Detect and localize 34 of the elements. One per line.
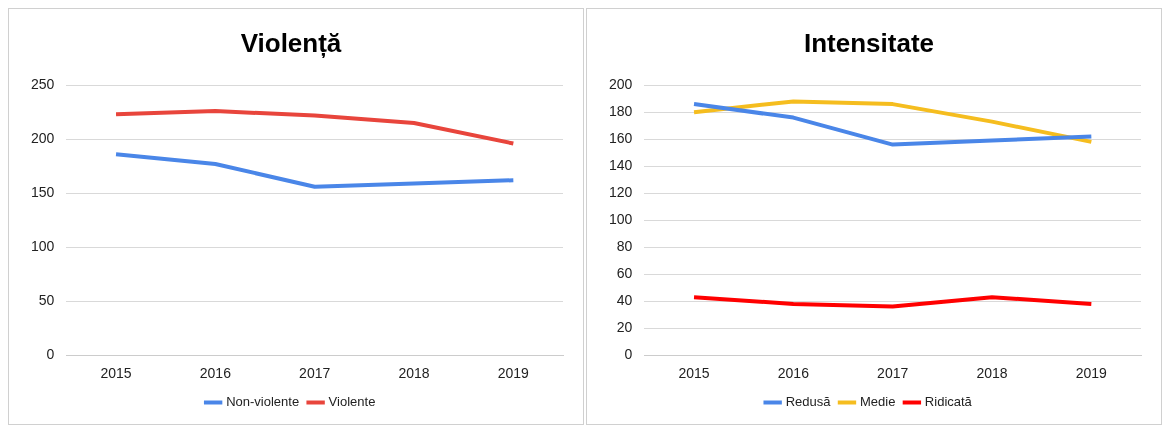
y-tick-label: 40 — [616, 292, 633, 309]
legend-label: Medie — [859, 394, 896, 410]
x-tick-label: 2019 — [497, 365, 530, 382]
chart-title: Intensitate — [803, 27, 935, 58]
y-tick-label: 0 — [624, 346, 633, 363]
x-tick-label: 2017 — [877, 365, 909, 382]
legend-label: Violente — [328, 394, 376, 410]
legend-label: Redusă — [785, 394, 832, 410]
x-tick-label: 2015 — [100, 365, 132, 382]
y-tick-label: 60 — [616, 265, 633, 282]
y-tick-label: 50 — [38, 292, 55, 309]
y-tick-label: 180 — [609, 103, 633, 120]
y-tick-label: 80 — [616, 238, 633, 255]
y-tick-label: 100 — [609, 211, 633, 228]
y-tick-label: 150 — [31, 184, 55, 201]
y-tick-label: 250 — [31, 76, 55, 93]
y-tick-label: 140 — [609, 157, 633, 174]
x-tick-label: 2018 — [976, 365, 1008, 382]
x-tick-label: 2019 — [1075, 365, 1108, 382]
x-tick-label: 2015 — [678, 365, 710, 382]
legend-label: Ridicată — [924, 394, 973, 410]
y-tick-label: 20 — [616, 319, 633, 336]
x-tick-label: 2018 — [398, 365, 430, 382]
y-tick-label: 200 — [609, 76, 633, 93]
y-tick-label: 160 — [609, 130, 633, 147]
y-tick-label: 120 — [609, 184, 633, 201]
x-tick-label: 2016 — [777, 365, 810, 382]
legend-label: Non-violente — [226, 394, 300, 410]
chart-title: Violență — [240, 27, 342, 58]
y-tick-label: 0 — [46, 346, 55, 363]
x-tick-label: 2016 — [199, 365, 232, 382]
y-tick-label: 200 — [31, 130, 55, 147]
y-tick-label: 100 — [31, 238, 55, 255]
x-tick-label: 2017 — [299, 365, 331, 382]
